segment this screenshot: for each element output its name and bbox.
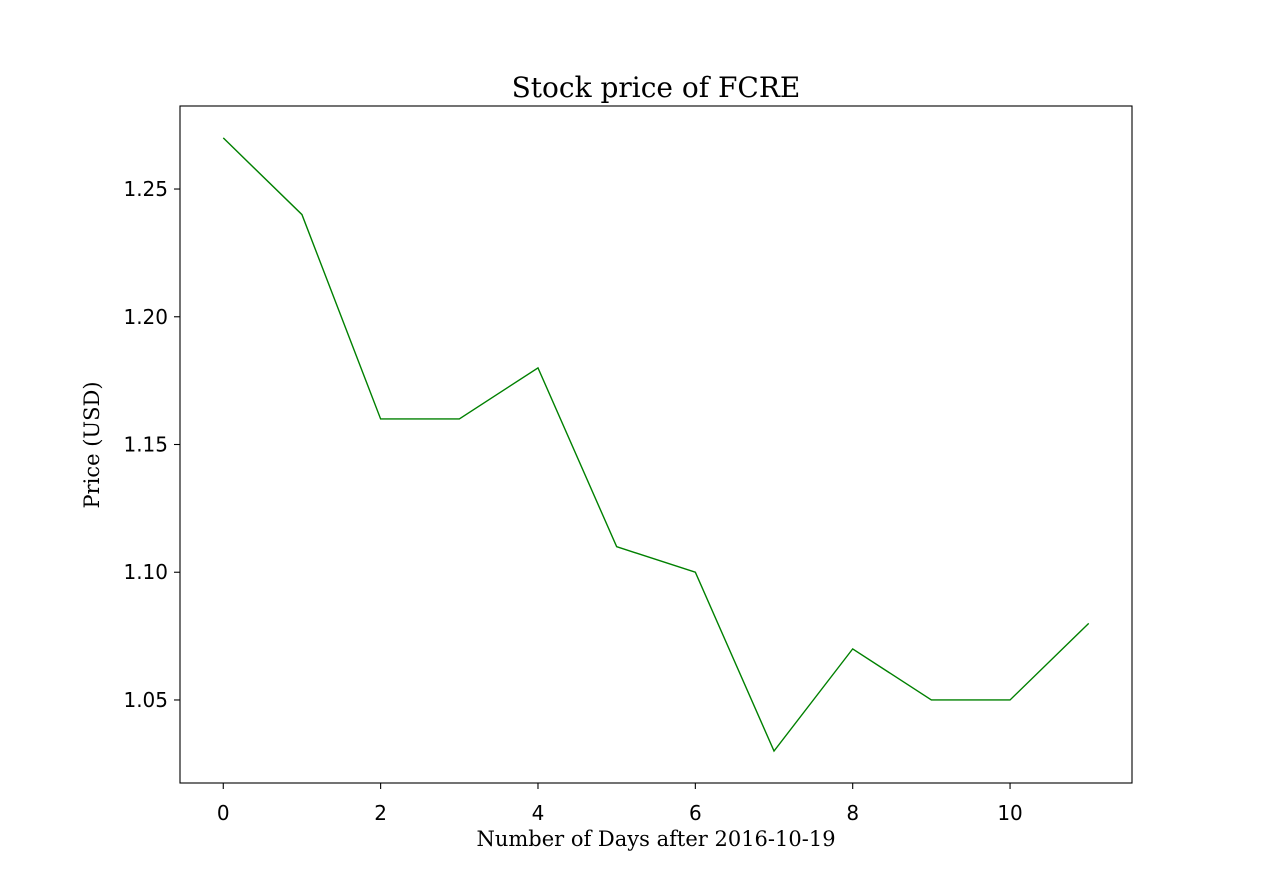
series-layer (222, 137, 1090, 753)
y-tick-label: 1.25 (123, 177, 168, 201)
y-tick-label: 1.10 (123, 560, 168, 584)
x-tick-label: 6 (689, 801, 702, 825)
x-tick-label: 4 (532, 801, 545, 825)
x-axis: 0 2 4 6 8 10 (217, 783, 1023, 825)
x-tick-label: 0 (217, 801, 230, 825)
x-tick-label: 2 (374, 801, 387, 825)
x-tick-label: 10 (997, 801, 1022, 825)
y-axis: 1.05 1.10 1.15 1.20 1.25 (123, 177, 180, 712)
y-tick-label: 1.20 (123, 305, 168, 329)
x-axis-label: Number of Days after 2016-10-19 (476, 827, 835, 851)
y-tick-label: 1.15 (123, 433, 168, 457)
x-tick-label: 8 (846, 801, 859, 825)
y-tick-label: 1.05 (123, 688, 168, 712)
series-line (222, 137, 1090, 753)
y-axis-label: Price (USD) (80, 381, 104, 508)
chart-title: Stock price of FCRE (512, 71, 801, 104)
plot-frame (179, 105, 1133, 784)
